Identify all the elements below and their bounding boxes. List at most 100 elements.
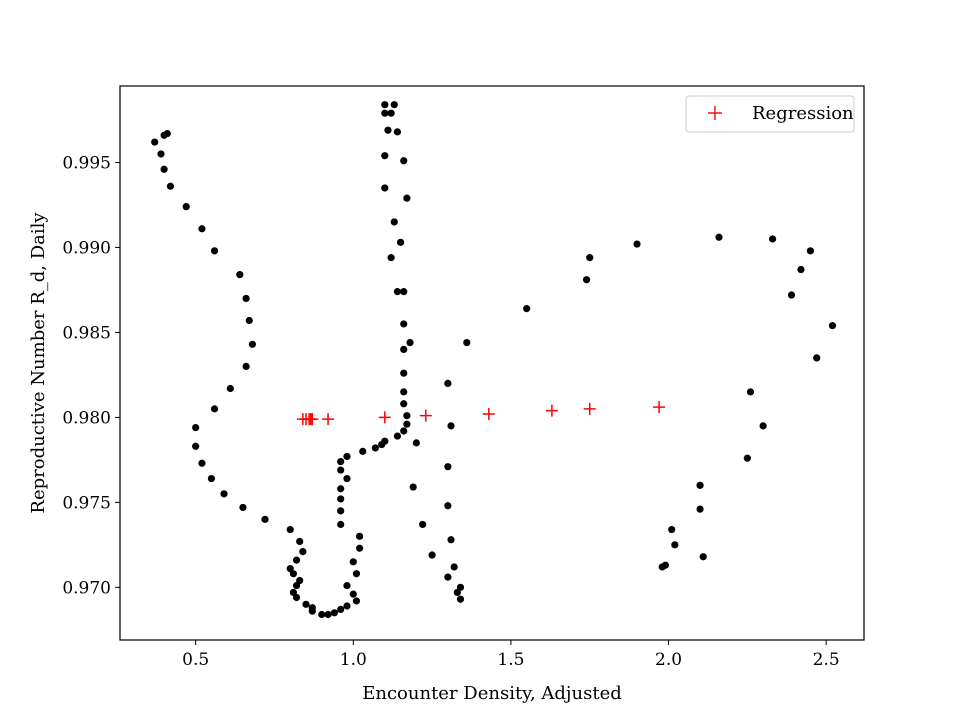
legend: Regression <box>685 95 855 133</box>
data-point <box>444 463 452 471</box>
data-point <box>192 423 200 432</box>
data-point <box>239 503 247 512</box>
data-point <box>210 405 219 413</box>
data-point <box>292 582 301 590</box>
y-tick-label: 0.975 <box>62 493 111 513</box>
data-point <box>226 384 234 393</box>
data-point <box>759 422 767 430</box>
data-point <box>384 126 392 134</box>
x-tick-label: 1.5 <box>497 650 524 670</box>
data-point <box>419 520 427 529</box>
data-point <box>444 573 452 581</box>
data-point <box>387 254 395 262</box>
data-point <box>828 322 837 330</box>
data-point <box>406 339 414 347</box>
data-point <box>182 203 190 211</box>
data-point <box>359 447 367 455</box>
y-axis-label: Reproductive Number R_d, Daily <box>28 212 49 514</box>
x-tick-label: 0.5 <box>182 650 209 670</box>
regression-point <box>482 407 495 420</box>
data-point <box>668 525 676 534</box>
legend-label-regression: Regression <box>752 103 854 124</box>
data-point <box>352 597 361 605</box>
regression-point <box>419 409 432 422</box>
data-point <box>296 537 304 546</box>
plot-frame <box>119 85 865 641</box>
data-point <box>400 388 408 396</box>
data-point <box>302 600 310 608</box>
data-point <box>400 157 408 165</box>
x-tick-label: 1.0 <box>340 650 367 670</box>
data-point <box>403 194 411 202</box>
data-point <box>337 507 345 515</box>
regression-point <box>583 402 596 415</box>
data-point <box>289 570 297 578</box>
data-point <box>299 548 307 556</box>
y-tick-label: 0.980 <box>62 408 111 428</box>
data-point <box>582 276 591 284</box>
x-axis-label: Encounter Density, Adjusted <box>362 683 622 704</box>
data-point <box>355 544 364 552</box>
data-point <box>409 483 417 491</box>
data-point <box>400 288 408 296</box>
data-point <box>400 427 408 435</box>
data-point <box>160 165 168 173</box>
data-point <box>198 459 206 467</box>
data-point <box>220 490 228 498</box>
data-point <box>447 536 455 544</box>
data-point <box>633 240 641 248</box>
data-point <box>400 345 408 354</box>
data-point <box>192 442 200 450</box>
data-point <box>245 316 253 325</box>
regression-point <box>653 401 666 414</box>
y-tick-label: 0.995 <box>62 153 111 173</box>
data-point <box>261 515 269 523</box>
data-point <box>292 556 301 564</box>
data-point <box>390 101 398 109</box>
data-point <box>743 454 751 462</box>
data-point <box>390 218 398 226</box>
data-point <box>403 412 411 420</box>
data-point <box>400 369 408 377</box>
y-tick-label: 0.990 <box>62 238 111 258</box>
x-axis: 0.5 1.0 1.5 2.0 2.5 <box>182 640 840 670</box>
x-tick-label: 2.5 <box>813 650 840 670</box>
legend-box <box>685 95 855 133</box>
data-point <box>447 422 455 430</box>
data-point <box>352 570 361 578</box>
data-point <box>393 128 402 136</box>
data-point <box>330 609 338 617</box>
data-point <box>248 340 257 348</box>
data-point <box>806 247 815 255</box>
data-point <box>671 541 679 549</box>
data-point <box>523 305 531 313</box>
data-point <box>444 379 452 387</box>
data-point <box>371 444 379 452</box>
data-point <box>151 138 159 146</box>
data-point <box>456 583 465 591</box>
data-point <box>343 452 351 461</box>
data-point <box>787 291 796 299</box>
data-point <box>337 457 345 466</box>
data-point <box>318 610 326 619</box>
regression-point <box>545 404 558 417</box>
data-point <box>337 466 345 474</box>
data-point <box>428 551 436 559</box>
data-point <box>393 432 402 440</box>
data-point <box>166 182 175 190</box>
data-point <box>343 582 351 590</box>
data-point <box>396 238 405 246</box>
data-point <box>696 505 704 513</box>
data-point <box>163 129 171 138</box>
data-point <box>343 602 351 610</box>
data-point <box>381 109 389 117</box>
data-point <box>381 184 389 192</box>
data-point <box>387 109 395 117</box>
data-point <box>400 320 408 328</box>
y-axis: 0.970 0.975 0.980 0.985 0.990 0.995 <box>62 153 120 598</box>
data-point <box>400 400 408 408</box>
data-point <box>412 439 420 447</box>
data-point <box>236 271 244 279</box>
data-point <box>242 362 250 370</box>
